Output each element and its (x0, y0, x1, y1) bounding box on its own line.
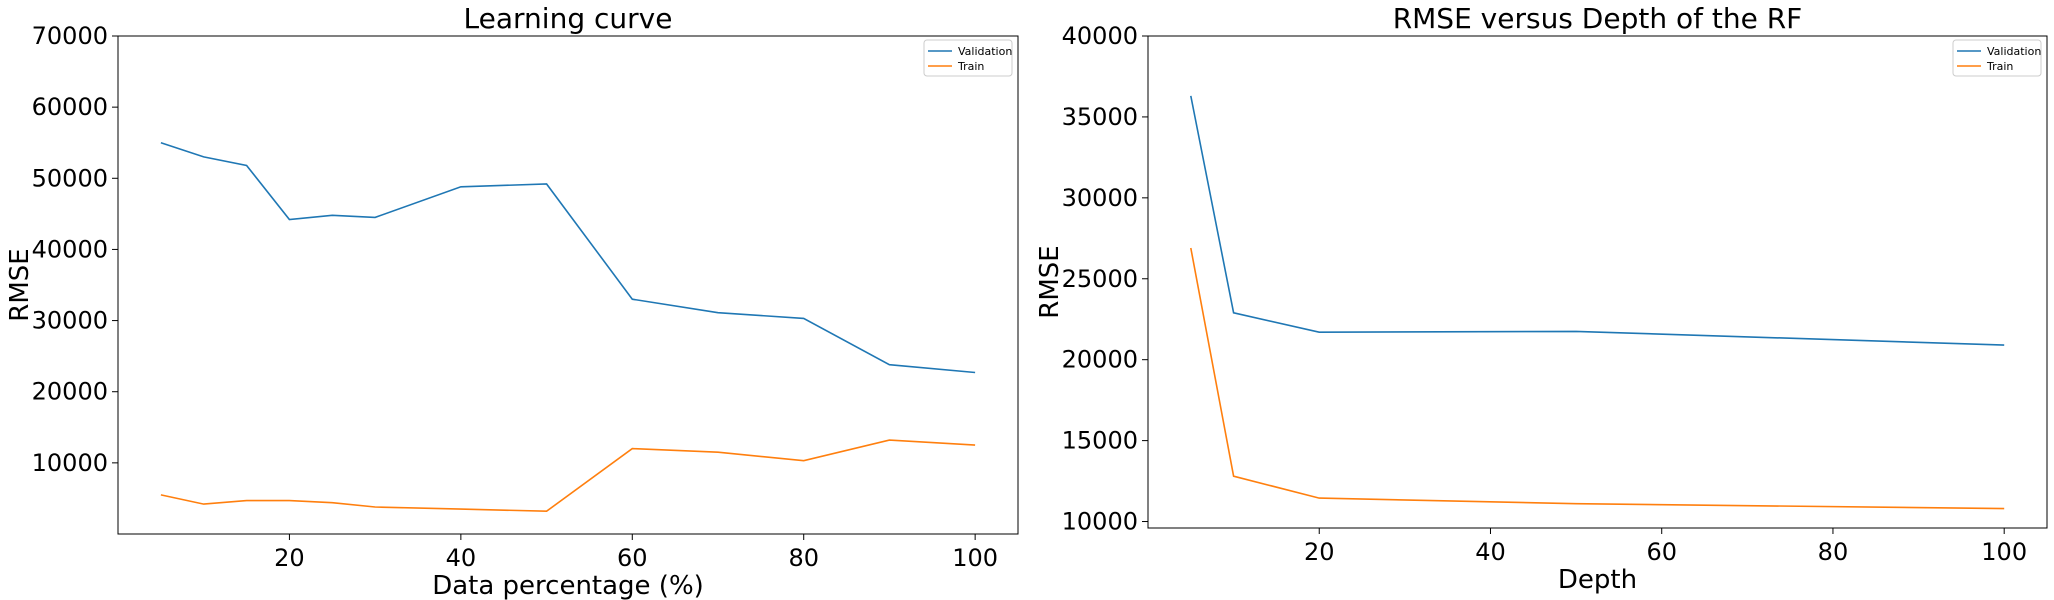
y-tick-label: 40000 (1062, 22, 1138, 50)
y-tick-label: 60000 (32, 93, 108, 121)
x-tick-label: 80 (788, 544, 819, 572)
plot-frame (1147, 35, 2048, 529)
legend: Validation Train (923, 39, 1013, 77)
y-tick-label: 35000 (1062, 103, 1138, 131)
y-axis-label: RMSE (1035, 245, 1065, 318)
y-tick-label: 20000 (1062, 346, 1138, 374)
legend-label: Train (957, 60, 984, 73)
y-tick-label: 30000 (1062, 184, 1138, 212)
legend-box (923, 39, 1013, 77)
y-tick-label: 15000 (1062, 427, 1138, 455)
x-axis-label: Depth (1558, 565, 1637, 595)
chart-panel-1: Learning curve 20 40 60 80 100 10000 20000 30000… (5, 2, 1019, 600)
y-axis-label: RMSE (5, 248, 35, 321)
y-tick-label: 70000 (32, 22, 108, 50)
y-tick-label: 10000 (1062, 508, 1138, 536)
x-tick-label: 40 (446, 544, 477, 572)
x-tick-label: 60 (617, 544, 648, 572)
x-tick-label: 20 (1304, 538, 1335, 566)
y-tick-label: 50000 (32, 164, 108, 192)
x-tick-label: 100 (952, 544, 998, 572)
plot-frame (117, 35, 1019, 535)
series-line-validation (1190, 95, 2005, 346)
y-tick-label: 40000 (32, 235, 108, 263)
chart-title: RMSE versus Depth of the RF (1393, 2, 1803, 35)
legend-label: Train (1986, 60, 2013, 73)
y-tick-label: 20000 (32, 378, 108, 406)
chart-panel-2: RMSE versus Depth of the RF 20 40 60 80 100 10… (1035, 2, 2048, 595)
x-tick-label: 80 (1818, 538, 1849, 566)
y-tick-label: 25000 (1062, 265, 1138, 293)
series-line-validation (160, 141, 976, 374)
legend: Validation Train (1952, 39, 2042, 77)
x-tick-label: 100 (1981, 538, 2027, 566)
y-tick-label: 10000 (32, 449, 108, 477)
x-tick-label: 20 (274, 544, 305, 572)
x-tick-label: 40 (1475, 538, 1506, 566)
legend-label: Validation (958, 45, 1012, 58)
series-line-train (1190, 247, 2005, 510)
legend-box (1952, 39, 2042, 77)
series-line-train (160, 439, 976, 513)
y-tick-label: 30000 (32, 307, 108, 335)
x-axis-label: Data percentage (%) (432, 571, 704, 600)
x-tick-label: 60 (1646, 538, 1677, 566)
legend-label: Validation (1987, 45, 2041, 58)
chart-title: Learning curve (464, 2, 673, 35)
